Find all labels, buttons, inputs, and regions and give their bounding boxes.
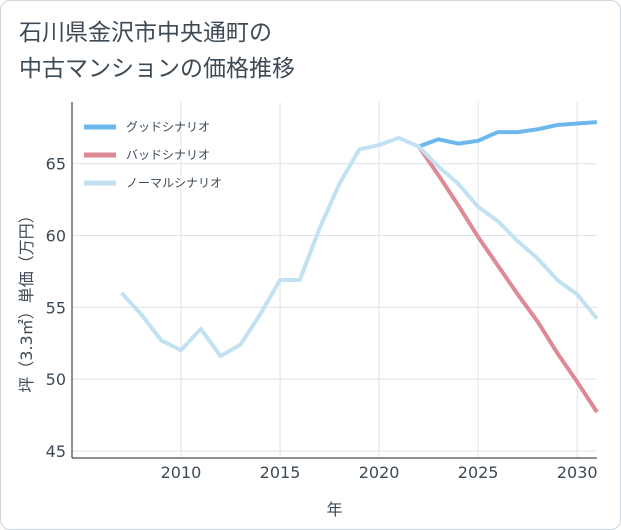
legend-label-2: ノーマルシナリオ (126, 176, 222, 190)
x-tick-label: 2025 (458, 463, 499, 482)
y-axis-label: 坪（3.3㎡）単価（万円） (17, 207, 36, 392)
series-line-1 (417, 145, 599, 414)
x-tick-label: 2010 (161, 463, 202, 482)
series-line-0 (418, 120, 598, 149)
series-lines (120, 120, 599, 414)
chart-title: 石川県金沢市中央通町の 中古マンションの価格推移 (19, 20, 295, 82)
x-tick-label: 2020 (359, 463, 400, 482)
legend-label-0: グッドシナリオ (126, 120, 210, 134)
x-axis-label: 年 (326, 500, 342, 519)
axes: 2010 2015 2020 2025 2030 45 50 55 60 65 年 坪（3.3㎡）単価… (17, 102, 598, 519)
series-line-2 (120, 135, 599, 359)
y-tick-label: 50 (46, 370, 66, 389)
x-tick-label: 2015 (260, 463, 301, 482)
y-tick-label: 55 (46, 298, 66, 317)
y-tick-label: 45 (46, 442, 66, 461)
y-tick-label: 60 (46, 227, 66, 246)
y-tick-label: 65 (46, 155, 66, 174)
x-tick-label: 2030 (557, 463, 598, 482)
grid-lines (72, 102, 597, 458)
legend-label-1: バッドシナリオ (126, 148, 210, 162)
